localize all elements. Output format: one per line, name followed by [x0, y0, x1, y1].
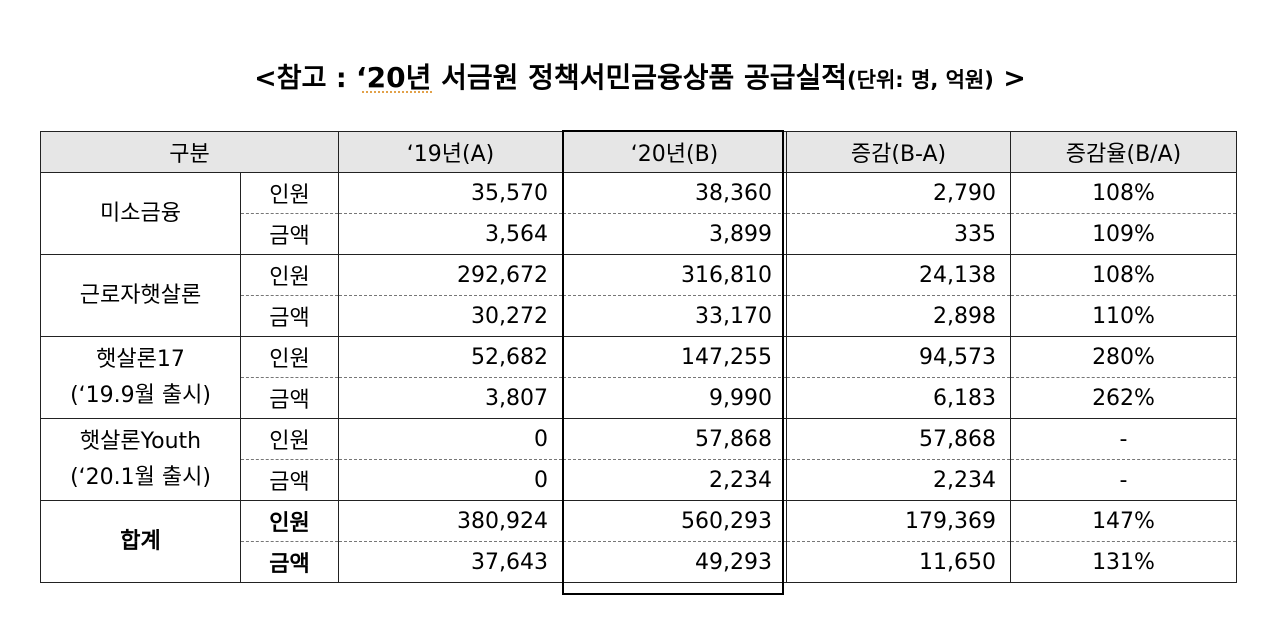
group-name-line1: 햇살론17: [96, 346, 185, 372]
group-name-line1: 합계: [120, 528, 161, 554]
value-20: 33,170: [562, 295, 788, 337]
value-19: 35,570: [338, 172, 564, 214]
row-label: 금액: [239, 541, 340, 583]
table-row: 근로자햇살론 인원 292,672 316,810 24,138 108%: [40, 254, 1238, 337]
title-close: >: [993, 63, 1026, 94]
row-label: 금액: [239, 295, 340, 337]
value-20: 147,255: [562, 336, 788, 378]
value-diff: 94,573: [786, 336, 1012, 378]
title-unit: (단위: 명, 억원): [847, 68, 994, 92]
row-label: 금액: [239, 213, 340, 255]
value-ratio: 131%: [1010, 541, 1238, 583]
value-19: 0: [338, 418, 564, 460]
value-diff: 57,868: [786, 418, 1012, 460]
title-open: <참고 :: [254, 63, 357, 94]
value-ratio: -: [1010, 459, 1238, 501]
row-label: 인원: [239, 254, 340, 296]
table-row: 금액 3,807 9,990 6,183 262%: [41, 377, 1238, 419]
value-ratio: 109%: [1010, 213, 1238, 255]
table-row: 금액 0 2,234 2,234 -: [41, 459, 1238, 501]
title-main: ‘20년 서금원 정책서민금융상품 공급실적: [356, 61, 848, 94]
table-row: 햇살론Youth (‘20.1월 출시) 인원 0 57,868 57,868 …: [40, 418, 1238, 501]
value-diff: 2,898: [786, 295, 1012, 337]
group-name: 근로자햇살론: [40, 254, 241, 337]
page-title: <참고 : ‘20년 서금원 정책서민금융상품 공급실적(단위: 명, 억원) …: [0, 56, 1280, 96]
header-19: ‘19년(A): [338, 131, 564, 173]
row-label: 금액: [239, 377, 340, 419]
value-ratio: 280%: [1010, 336, 1238, 378]
value-20: 2,234: [562, 459, 788, 501]
group-name: 미소금융: [40, 172, 241, 255]
value-20: 560,293: [562, 500, 788, 542]
group-name-line2: (‘19.9월 출시): [70, 382, 211, 408]
value-ratio: -: [1010, 418, 1238, 460]
value-diff: 2,790: [786, 172, 1012, 214]
header-diff: 증감(B-A): [786, 131, 1012, 173]
group-name: 합계: [40, 500, 241, 583]
value-20: 38,360: [562, 172, 788, 214]
row-label: 금액: [239, 459, 340, 501]
value-ratio: 110%: [1010, 295, 1238, 337]
row-label: 인원: [239, 500, 340, 542]
table-row: 미소금융 인원 35,570 38,360 2,790 108%: [40, 172, 1238, 255]
value-19: 3,564: [338, 213, 564, 255]
group-name-line1: 근로자햇살론: [79, 282, 202, 308]
value-19: 292,672: [338, 254, 564, 296]
value-19: 30,272: [338, 295, 564, 337]
value-19: 0: [338, 459, 564, 501]
value-19: 37,643: [338, 541, 564, 583]
group-name: 햇살론17 (‘19.9월 출시): [40, 336, 241, 419]
value-20: 49,293: [562, 541, 788, 583]
table-row: 금액 30,272 33,170 2,898 110%: [41, 295, 1238, 337]
value-ratio: 108%: [1010, 254, 1238, 296]
value-diff: 2,234: [786, 459, 1012, 501]
supply-results-table: 구분 ‘19년(A) ‘20년(B) 증감(B-A) 증감율(B/A) 미소금융…: [39, 131, 1238, 583]
value-19: 380,924: [338, 500, 564, 542]
header-20: ‘20년(B): [562, 131, 788, 173]
value-19: 52,682: [338, 336, 564, 378]
group-name: 햇살론Youth (‘20.1월 출시): [40, 418, 241, 501]
value-diff: 11,650: [786, 541, 1012, 583]
value-20: 57,868: [562, 418, 788, 460]
spellcheck-underline: [362, 87, 432, 93]
value-ratio: 262%: [1010, 377, 1238, 419]
group-name-line1: 햇살론Youth: [79, 428, 202, 454]
value-ratio: 147%: [1010, 500, 1238, 542]
value-20: 3,899: [562, 213, 788, 255]
value-20: 9,990: [562, 377, 788, 419]
table-row-total: 금액 37,643 49,293 11,650 131%: [41, 541, 1238, 583]
row-label: 인원: [239, 336, 340, 378]
value-20: 316,810: [562, 254, 788, 296]
value-ratio: 108%: [1010, 172, 1238, 214]
table-row-total: 합계 인원 380,924 560,293 179,369 147%: [40, 500, 1238, 583]
table-header-row: 구분 ‘19년(A) ‘20년(B) 증감(B-A) 증감율(B/A): [39, 131, 1238, 173]
row-label: 인원: [239, 172, 340, 214]
row-label: 인원: [239, 418, 340, 460]
value-diff: 335: [786, 213, 1012, 255]
value-diff: 179,369: [786, 500, 1012, 542]
value-diff: 6,183: [786, 377, 1012, 419]
group-name-line2: (‘20.1월 출시): [70, 464, 211, 490]
header-ratio: 증감율(B/A): [1010, 131, 1238, 173]
header-category: 구분: [39, 131, 340, 173]
value-diff: 24,138: [786, 254, 1012, 296]
group-name-line1: 미소금융: [100, 200, 181, 226]
value-19: 3,807: [338, 377, 564, 419]
table-row: 햇살론17 (‘19.9월 출시) 인원 52,682 147,255 94,5…: [40, 336, 1238, 419]
